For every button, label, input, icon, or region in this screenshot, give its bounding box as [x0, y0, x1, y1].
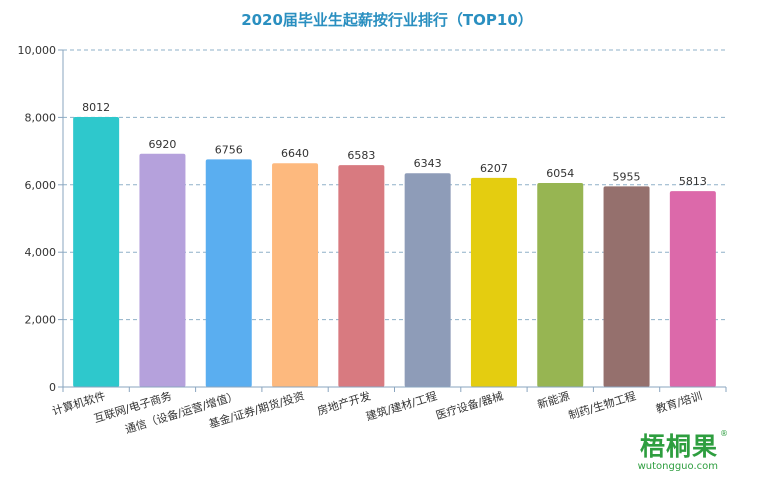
value-label: 6054 — [546, 167, 574, 180]
bars — [73, 116, 716, 387]
bar — [338, 165, 385, 387]
bar — [669, 191, 716, 387]
value-label: 6920 — [148, 138, 176, 151]
value-label: 6756 — [215, 143, 243, 156]
y-tick-label: 2,000 — [25, 314, 57, 327]
category-label: 医疗设备/器械 — [434, 388, 505, 422]
value-label: 6207 — [480, 162, 508, 175]
value-label: 5955 — [613, 170, 641, 183]
chart-title: 2020届毕业生起薪按行业排行（TOP10） — [241, 11, 533, 29]
category-label: 建筑/建材/工程 — [364, 388, 438, 423]
bar — [272, 163, 319, 387]
value-label: 8012 — [82, 101, 110, 114]
category-label: 教育/培训 — [654, 388, 704, 415]
category-label: 通信（设备/运营/增值） — [123, 388, 239, 436]
value-label: 6640 — [281, 147, 309, 160]
y-tick-label: 0 — [49, 381, 56, 394]
category-label: 房地产开发 — [316, 388, 373, 417]
value-label: 6583 — [347, 149, 375, 162]
y-tick-label: 6,000 — [25, 179, 57, 192]
value-labels: 8012 6920 6756 6640 6583 6343 6207 6054 5955 5813 — [82, 101, 707, 188]
logo-name: 梧桐果 — [640, 432, 718, 461]
logo-url: wutongguo.com — [638, 461, 718, 472]
value-label: 5813 — [679, 175, 707, 188]
y-tick-label: 8,000 — [25, 111, 57, 124]
logo-reg-mark: ® — [720, 429, 728, 438]
bar — [603, 186, 650, 387]
category-label: 新能源 — [535, 388, 571, 411]
category-label: 制药/生物工程 — [567, 388, 638, 422]
y-axis-ticks: 0 2,000 4,000 6,000 8,000 10,000 — [18, 44, 63, 394]
bar — [537, 182, 584, 387]
y-tick-label: 4,000 — [25, 246, 57, 259]
bar — [139, 153, 186, 387]
gridlines — [63, 49, 726, 321]
value-label: 6343 — [414, 157, 442, 170]
watermark-logo: 梧桐果 ® wutongguo.com — [638, 429, 728, 472]
bar — [404, 173, 451, 387]
y-tick-label: 10,000 — [18, 44, 57, 57]
bar — [73, 116, 120, 387]
bar — [205, 159, 252, 387]
bar — [470, 177, 517, 387]
